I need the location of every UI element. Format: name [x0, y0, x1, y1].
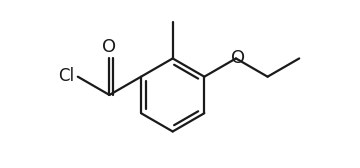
Text: O: O	[231, 49, 245, 67]
Text: O: O	[102, 37, 117, 55]
Text: Cl: Cl	[58, 67, 74, 85]
